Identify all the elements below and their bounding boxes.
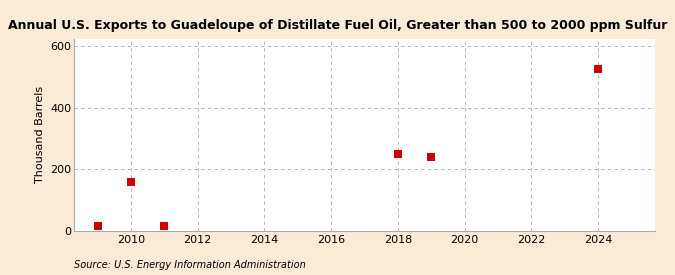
- Point: [593, 67, 603, 72]
- Point: [92, 224, 103, 229]
- Point: [126, 180, 136, 184]
- Text: Annual U.S. Exports to Guadeloupe of Distillate Fuel Oil, Greater than 500 to 20: Annual U.S. Exports to Guadeloupe of Dis…: [8, 19, 667, 32]
- Point: [426, 155, 437, 159]
- Text: Source: U.S. Energy Information Administration: Source: U.S. Energy Information Administ…: [74, 260, 306, 270]
- Y-axis label: Thousand Barrels: Thousand Barrels: [35, 86, 45, 183]
- Point: [159, 224, 169, 229]
- Point: [392, 152, 403, 156]
